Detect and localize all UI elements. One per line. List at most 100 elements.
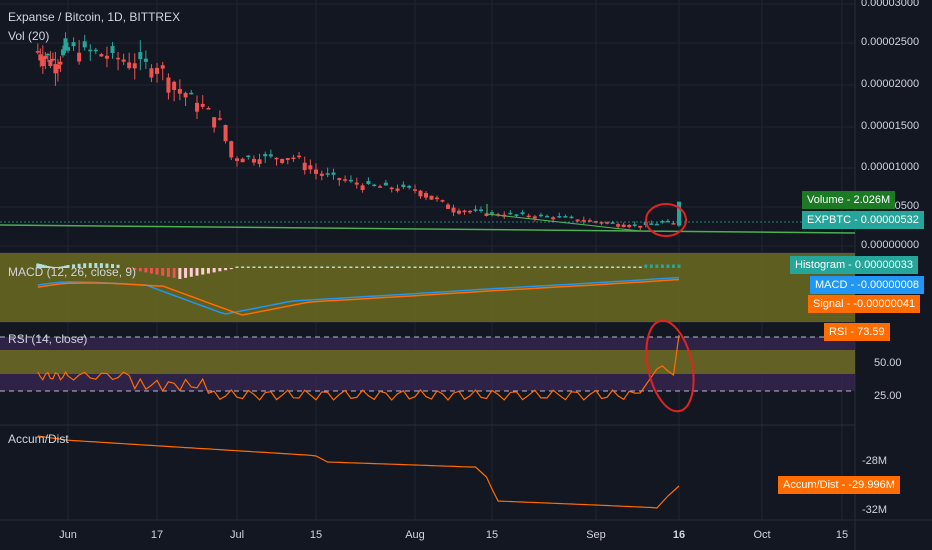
candle-body bbox=[473, 209, 478, 211]
candle-body bbox=[149, 68, 154, 78]
candle-body bbox=[587, 220, 592, 222]
candle-body bbox=[251, 158, 256, 163]
accum-dist-badge: Accum/Dist - -29.996M bbox=[778, 476, 900, 494]
candle-body bbox=[413, 189, 417, 191]
candle-body bbox=[160, 65, 165, 69]
candle-body bbox=[627, 224, 632, 228]
histogram-bar bbox=[58, 266, 62, 268]
histogram-bar bbox=[419, 266, 422, 268]
histogram-bar bbox=[38, 263, 42, 268]
histogram-bar bbox=[401, 266, 405, 268]
price-tick: 0.00000000 bbox=[861, 239, 920, 251]
histogram-bar bbox=[355, 266, 359, 268]
candle-body bbox=[138, 52, 143, 60]
price-tick: 0.00001000 bbox=[861, 161, 920, 173]
candle-body bbox=[632, 224, 637, 226]
histogram-bar bbox=[155, 268, 159, 275]
candle-body bbox=[446, 204, 450, 209]
histogram-bar bbox=[361, 266, 365, 268]
candle-body bbox=[429, 195, 434, 200]
candle-body bbox=[297, 155, 302, 158]
histogram-bar bbox=[229, 268, 233, 270]
candle-body bbox=[395, 188, 400, 191]
candle-body bbox=[319, 173, 324, 176]
histogram-bar bbox=[576, 266, 580, 268]
histogram-bar bbox=[533, 266, 537, 268]
accum-dist-label[interactable]: Accum/Dist bbox=[8, 432, 69, 446]
histogram-bar bbox=[286, 266, 290, 268]
candle-body bbox=[389, 187, 394, 190]
time-label: 15 bbox=[309, 529, 323, 541]
candle-body bbox=[354, 182, 359, 185]
histogram-bar bbox=[280, 266, 284, 268]
candle-body bbox=[348, 179, 353, 182]
candle-body bbox=[40, 57, 45, 67]
candle-body bbox=[557, 216, 562, 218]
histogram-bar bbox=[189, 268, 193, 277]
histogram-bar bbox=[320, 266, 324, 268]
candle-body bbox=[616, 224, 621, 227]
histogram-bar bbox=[384, 266, 388, 268]
signal-badge: Signal - -0.00000041 bbox=[808, 295, 921, 313]
histogram-bar bbox=[570, 266, 574, 268]
candle-body bbox=[35, 51, 40, 53]
histogram-bar bbox=[343, 266, 347, 268]
candle-body bbox=[508, 212, 513, 215]
histogram-bar bbox=[644, 264, 648, 268]
time-label: 15 bbox=[485, 529, 499, 541]
histogram-bar bbox=[479, 266, 483, 268]
descending-trendline[interactable] bbox=[486, 204, 641, 232]
candle-body bbox=[183, 92, 188, 98]
candle-body bbox=[605, 222, 610, 224]
histogram-bar bbox=[275, 266, 278, 268]
symbol-title[interactable]: Expanse / Bitcoin, 1D, BITTREX bbox=[8, 10, 181, 24]
candle-body bbox=[71, 42, 76, 47]
histogram-bar bbox=[527, 266, 531, 268]
histogram-bar bbox=[201, 268, 205, 275]
candle-body bbox=[545, 215, 550, 218]
support-trendline[interactable] bbox=[0, 224, 856, 234]
histogram-bar bbox=[105, 263, 109, 268]
candle-body bbox=[383, 182, 388, 186]
price-highlight-circle[interactable] bbox=[645, 203, 687, 237]
histogram-bar bbox=[435, 266, 439, 268]
histogram-bar bbox=[326, 266, 330, 268]
time-label: Jul bbox=[229, 529, 245, 541]
histogram-bar bbox=[514, 266, 518, 268]
histogram-bar bbox=[582, 266, 586, 268]
rsi-highlight-circle[interactable] bbox=[639, 316, 701, 415]
candle-body bbox=[677, 201, 681, 222]
candle-body bbox=[104, 55, 109, 59]
price-tick: 0.00003000 bbox=[861, 0, 920, 9]
accum-tick: -32M bbox=[862, 504, 888, 516]
candle-body bbox=[660, 221, 665, 223]
volume-indicator-label[interactable]: Vol (20) bbox=[8, 29, 50, 43]
candle-body bbox=[462, 210, 467, 213]
histogram-bar bbox=[43, 265, 47, 268]
candle-body bbox=[314, 169, 318, 174]
candle-body bbox=[60, 49, 65, 56]
histogram-bar bbox=[66, 265, 70, 268]
candle-body bbox=[654, 223, 659, 226]
histogram-bar bbox=[133, 268, 137, 271]
candle-body bbox=[55, 64, 60, 69]
histogram-bar bbox=[627, 266, 631, 268]
histogram-bar bbox=[127, 268, 131, 270]
histogram-bar bbox=[457, 266, 461, 268]
candle-body bbox=[325, 173, 330, 175]
histogram-bar bbox=[502, 266, 506, 268]
rsi-label[interactable]: RSI (14, close) bbox=[8, 332, 88, 346]
histogram-bar bbox=[446, 266, 450, 268]
histogram-bar bbox=[206, 268, 210, 274]
histogram-bar bbox=[144, 268, 148, 273]
candle-body bbox=[538, 214, 543, 217]
histogram-bar bbox=[308, 266, 312, 268]
macd-label[interactable]: MACD (12, 26, close, 9) bbox=[8, 265, 137, 279]
candle-body bbox=[263, 154, 268, 157]
candle-body bbox=[468, 210, 472, 213]
accum-tick: -28M bbox=[862, 455, 888, 467]
histogram-bar bbox=[36, 263, 40, 268]
candle-body bbox=[99, 54, 104, 57]
histogram-bar bbox=[655, 264, 659, 268]
